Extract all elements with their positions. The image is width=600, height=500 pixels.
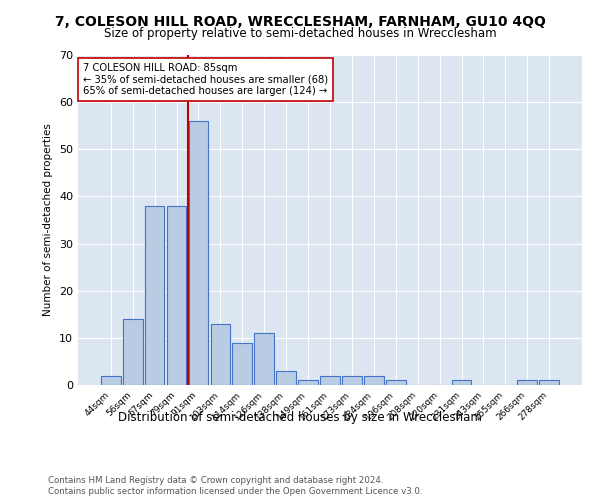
Bar: [232, 342, 252, 385]
Bar: [123, 319, 143, 385]
Bar: [452, 380, 472, 385]
Text: 7, COLESON HILL ROAD, WRECCLESHAM, FARNHAM, GU10 4QQ: 7, COLESON HILL ROAD, WRECCLESHAM, FARNH…: [55, 15, 545, 29]
Bar: [320, 376, 340, 385]
Text: 7 COLESON HILL ROAD: 85sqm
← 35% of semi-detached houses are smaller (68)
65% of: 7 COLESON HILL ROAD: 85sqm ← 35% of semi…: [83, 63, 328, 96]
Text: Distribution of semi-detached houses by size in Wrecclesham: Distribution of semi-detached houses by …: [118, 411, 482, 424]
Bar: [342, 376, 362, 385]
Bar: [167, 206, 187, 385]
Bar: [254, 333, 274, 385]
Bar: [539, 380, 559, 385]
Bar: [276, 371, 296, 385]
Bar: [211, 324, 230, 385]
Text: Size of property relative to semi-detached houses in Wrecclesham: Size of property relative to semi-detach…: [104, 28, 496, 40]
Bar: [517, 380, 537, 385]
Bar: [364, 376, 384, 385]
Bar: [145, 206, 164, 385]
Y-axis label: Number of semi-detached properties: Number of semi-detached properties: [43, 124, 53, 316]
Bar: [386, 380, 406, 385]
Text: Contains public sector information licensed under the Open Government Licence v3: Contains public sector information licen…: [48, 488, 422, 496]
Bar: [298, 380, 318, 385]
Text: Contains HM Land Registry data © Crown copyright and database right 2024.: Contains HM Land Registry data © Crown c…: [48, 476, 383, 485]
Bar: [101, 376, 121, 385]
Bar: [188, 121, 208, 385]
